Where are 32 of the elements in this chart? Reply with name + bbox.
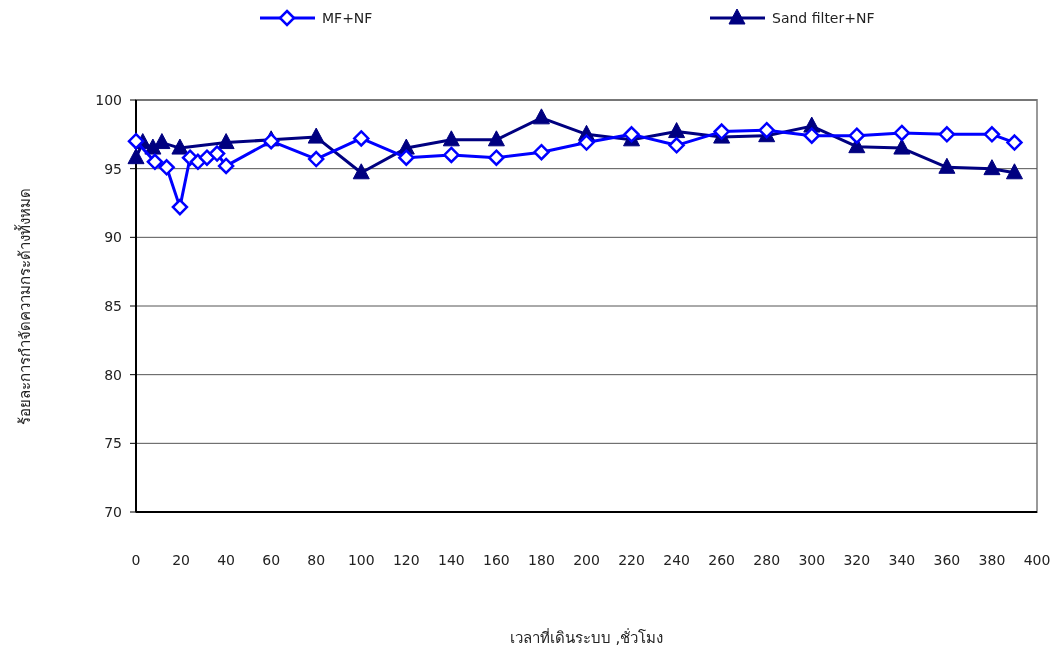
x-tick-label: 200 bbox=[573, 552, 600, 568]
x-tick-label: 120 bbox=[392, 552, 420, 568]
x-tick-label: 400 bbox=[1023, 552, 1051, 568]
x-tick-label: 300 bbox=[798, 552, 826, 568]
x-tick-label: 60 bbox=[262, 552, 281, 568]
y-tick-label: 80 bbox=[104, 366, 122, 383]
y-axis-title: ร้อยละการกำจัดความกระด้างทั้งหมด bbox=[14, 187, 34, 425]
y-tick-label: 85 bbox=[104, 298, 122, 314]
x-axis-title: เวลาที่เดินระบบ ,ชั่วโมง bbox=[509, 627, 664, 647]
x-tick-label: 0 bbox=[131, 552, 141, 568]
x-tick-label: 160 bbox=[483, 552, 510, 568]
x-tick-label: 140 bbox=[437, 552, 465, 568]
y-tick-label: 70 bbox=[104, 504, 122, 520]
legend-label: MF+NF bbox=[322, 10, 373, 26]
x-tick-label: 280 bbox=[753, 552, 781, 568]
y-tick-label: 100 bbox=[95, 92, 122, 108]
x-tick-label: 260 bbox=[708, 552, 736, 568]
x-tick-label: 340 bbox=[888, 552, 916, 568]
x-tick-label: 360 bbox=[933, 552, 961, 568]
legend-label: Sand filter+NF bbox=[772, 10, 875, 26]
x-tick-label: 100 bbox=[347, 552, 375, 568]
x-tick-label: 320 bbox=[843, 552, 871, 568]
y-tick-label: 95 bbox=[104, 160, 122, 177]
y-tick-label: 75 bbox=[104, 435, 122, 452]
x-tick-label: 180 bbox=[528, 552, 555, 568]
x-tick-label: 40 bbox=[217, 552, 236, 568]
x-tick-label: 240 bbox=[663, 552, 690, 568]
x-tick-label: 20 bbox=[172, 552, 190, 568]
y-tick-label: 90 bbox=[104, 229, 122, 246]
x-tick-label: 220 bbox=[618, 552, 645, 568]
x-tick-label: 380 bbox=[978, 552, 1006, 568]
x-tick-label: 80 bbox=[307, 552, 326, 568]
